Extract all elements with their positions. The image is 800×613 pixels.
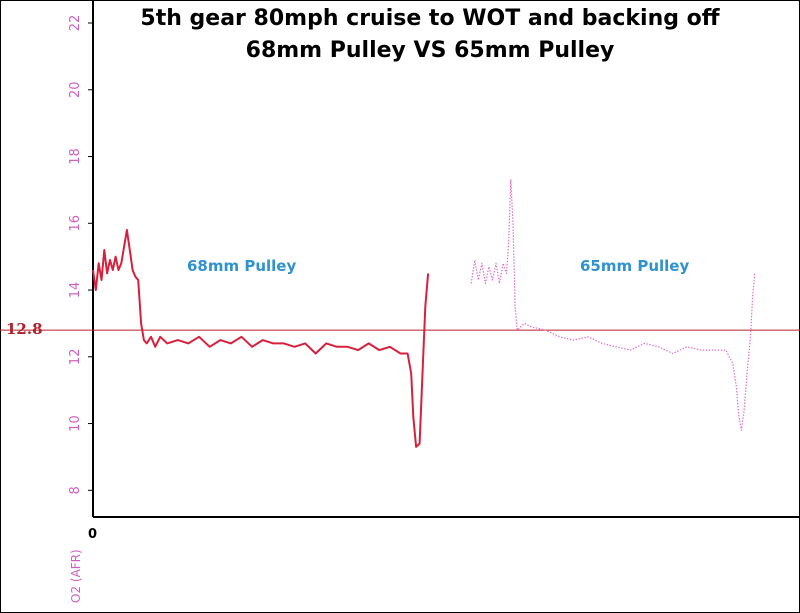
series-line-1: [470, 179, 756, 431]
series-annotation-65mm: 65mm Pulley: [580, 257, 690, 275]
reference-line-label: 12.8: [6, 320, 43, 339]
y-tick-label-12: 12: [68, 349, 83, 366]
y-tick-label-22: 22: [68, 15, 83, 32]
y-tick-label-18: 18: [68, 148, 83, 165]
series-line-0: [92, 229, 430, 448]
y-tick-label-10: 10: [68, 415, 83, 432]
series-annotation-68mm: 68mm Pulley: [187, 257, 297, 275]
chart-subtitle: 68mm Pulley VS 65mm Pulley: [245, 38, 615, 63]
chart-title: 5th gear 80mph cruise to WOT and backing…: [140, 6, 720, 31]
y-tick-label-16: 16: [68, 215, 83, 232]
y-tick-label-20: 20: [68, 81, 83, 98]
y-tick-label-14: 14: [68, 282, 83, 299]
y-tick-label-8: 8: [68, 486, 83, 494]
x-origin-label: 0: [88, 527, 98, 542]
y-axis-label: O2 (AFR): [69, 549, 83, 603]
axes-layer: 8 10 12 14 16 18 20 22: [68, 0, 800, 518]
series-layer: [92, 179, 756, 448]
